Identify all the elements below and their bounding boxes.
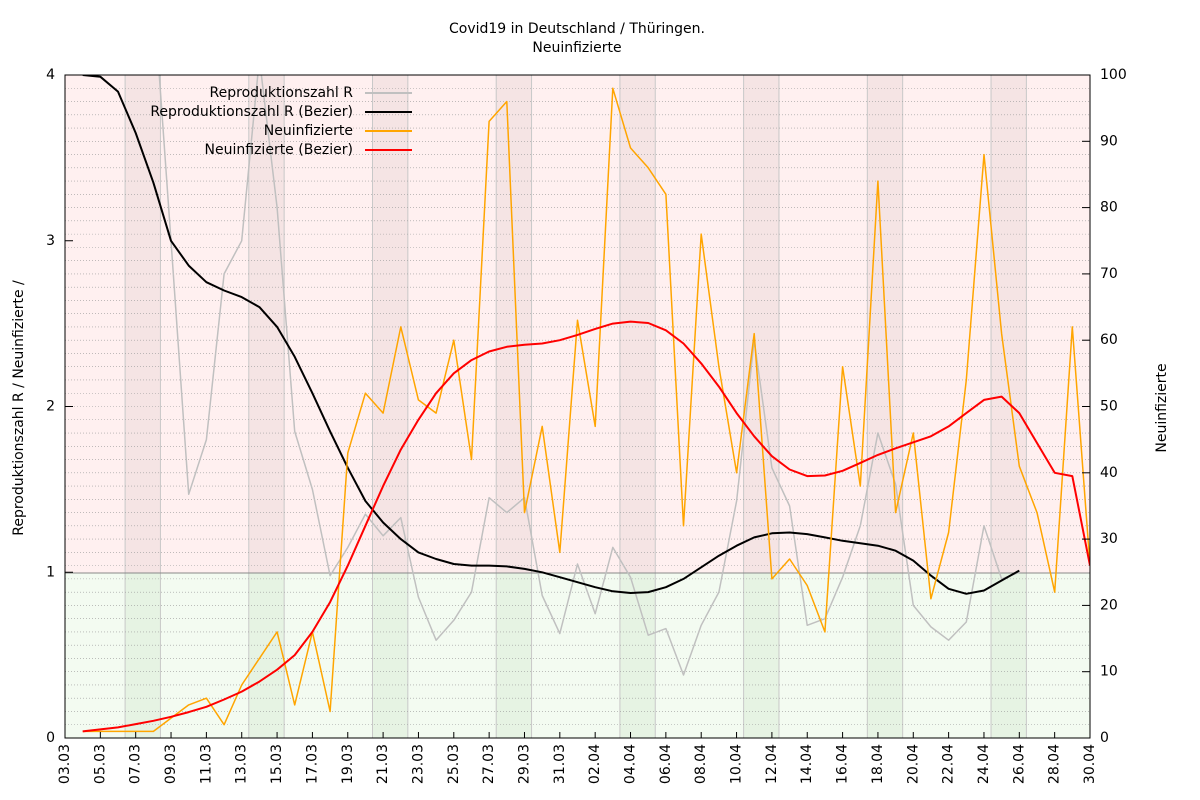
- weekend-band-top: [248, 75, 285, 573]
- y2-tick-label: 10: [1100, 664, 1118, 680]
- x-tick-label: 13.03: [234, 744, 250, 784]
- x-tick-label: 20.04: [905, 744, 921, 784]
- weekend-band-top: [372, 75, 408, 573]
- y2-tick-label: 40: [1100, 465, 1118, 481]
- weekend-band-bottom: [496, 573, 532, 738]
- x-tick-label: 28.04: [1047, 744, 1063, 784]
- series-line: [82, 75, 1020, 595]
- x-tick-label: 16.04: [835, 744, 851, 784]
- weekend-band-top: [496, 75, 532, 573]
- y2-tick-label: 90: [1100, 133, 1118, 149]
- weekend-band-bottom: [372, 573, 408, 738]
- legend-label: Neuinfizierte: [264, 123, 353, 139]
- x-tick-label: 25.03: [446, 744, 462, 784]
- x-tick-label: 27.03: [481, 744, 497, 784]
- x-tick-label: 10.04: [729, 744, 745, 784]
- series-line: [82, 320, 1090, 733]
- y2-tick-label: 80: [1100, 200, 1118, 216]
- x-tick-label: 17.03: [304, 744, 320, 784]
- weekend-band-bottom: [619, 573, 656, 738]
- x-tick-label: 12.04: [764, 744, 780, 784]
- below-one-area: [65, 573, 1090, 738]
- x-tick-label: 05.03: [92, 744, 108, 784]
- chart-subtitle: Neuinfizierte: [532, 40, 621, 56]
- y-axis-label: Reproduktionszahl R / Neuinfizierte /: [11, 280, 27, 536]
- x-tick-label: 04.04: [623, 744, 639, 784]
- x-tick-label: 02.04: [587, 744, 603, 784]
- series-line: [82, 87, 1090, 733]
- x-tick-label: 09.03: [163, 744, 179, 784]
- legend-label: Reproduktionszahl R (Bezier): [150, 104, 353, 120]
- x-tick-label: 21.03: [375, 744, 391, 784]
- y-tick-label: 4: [46, 67, 55, 83]
- chart-title: Covid19 in Deutschland / Thüringen.: [449, 21, 705, 37]
- x-tick-label: 19.03: [340, 744, 356, 784]
- x-tick-label: 29.03: [516, 744, 532, 784]
- x-tick-label: 18.04: [870, 744, 886, 784]
- x-tick-label: 03.03: [57, 744, 73, 784]
- x-tick-label: 31.03: [552, 744, 568, 784]
- legend-label: Reproduktionszahl R: [210, 85, 354, 101]
- x-tick-label: 11.03: [198, 744, 214, 784]
- x-tick-label: 23.03: [410, 744, 426, 784]
- plot-background: [65, 75, 1090, 738]
- y-tick-label: 2: [46, 399, 55, 415]
- grid: [65, 87, 1090, 726]
- legend-label: Neuinfizierte (Bezier): [205, 142, 353, 158]
- x-tick-label: 08.04: [693, 744, 709, 784]
- weekend-band-bottom: [248, 573, 285, 738]
- y-tick-label: 0: [46, 730, 55, 746]
- weekend-band-top: [125, 75, 161, 573]
- weekend-band-bottom: [867, 573, 903, 738]
- x-tick-label: 06.04: [658, 744, 674, 784]
- series-lines: [82, 75, 1090, 733]
- y2-tick-label: 30: [1100, 531, 1118, 547]
- x-tick-label: 30.04: [1082, 744, 1098, 784]
- y-tick-label: 1: [46, 564, 55, 580]
- weekend-band-bottom: [125, 573, 161, 738]
- y2-tick-label: 70: [1100, 266, 1118, 282]
- x-tick-label: 22.04: [941, 744, 957, 784]
- weekend-band-bottom: [991, 573, 1027, 738]
- weekend-band-bottom: [743, 573, 779, 738]
- x-tick-label: 26.04: [1011, 744, 1027, 784]
- x-tick-label: 15.03: [269, 744, 285, 784]
- weekend-band-top: [743, 75, 779, 573]
- legend: Reproduktionszahl R Reproduktionszahl R (…: [150, 85, 412, 158]
- x-tick-label: 14.04: [799, 744, 815, 784]
- x-tick-label: 24.04: [976, 744, 992, 784]
- weekend-band-top: [991, 75, 1027, 573]
- y2-tick-label: 60: [1100, 332, 1118, 348]
- x-tick-label: 07.03: [128, 744, 144, 784]
- y-tick-label: 3: [46, 233, 55, 249]
- y2-tick-label: 20: [1100, 597, 1118, 613]
- y2-tick-label: 0: [1100, 730, 1109, 746]
- y2-axis-label: Neuinfizierte: [1154, 363, 1170, 452]
- y2-tick-label: 50: [1100, 399, 1118, 415]
- y2-tick-label: 100: [1100, 67, 1127, 83]
- series-line: [158, 75, 1020, 676]
